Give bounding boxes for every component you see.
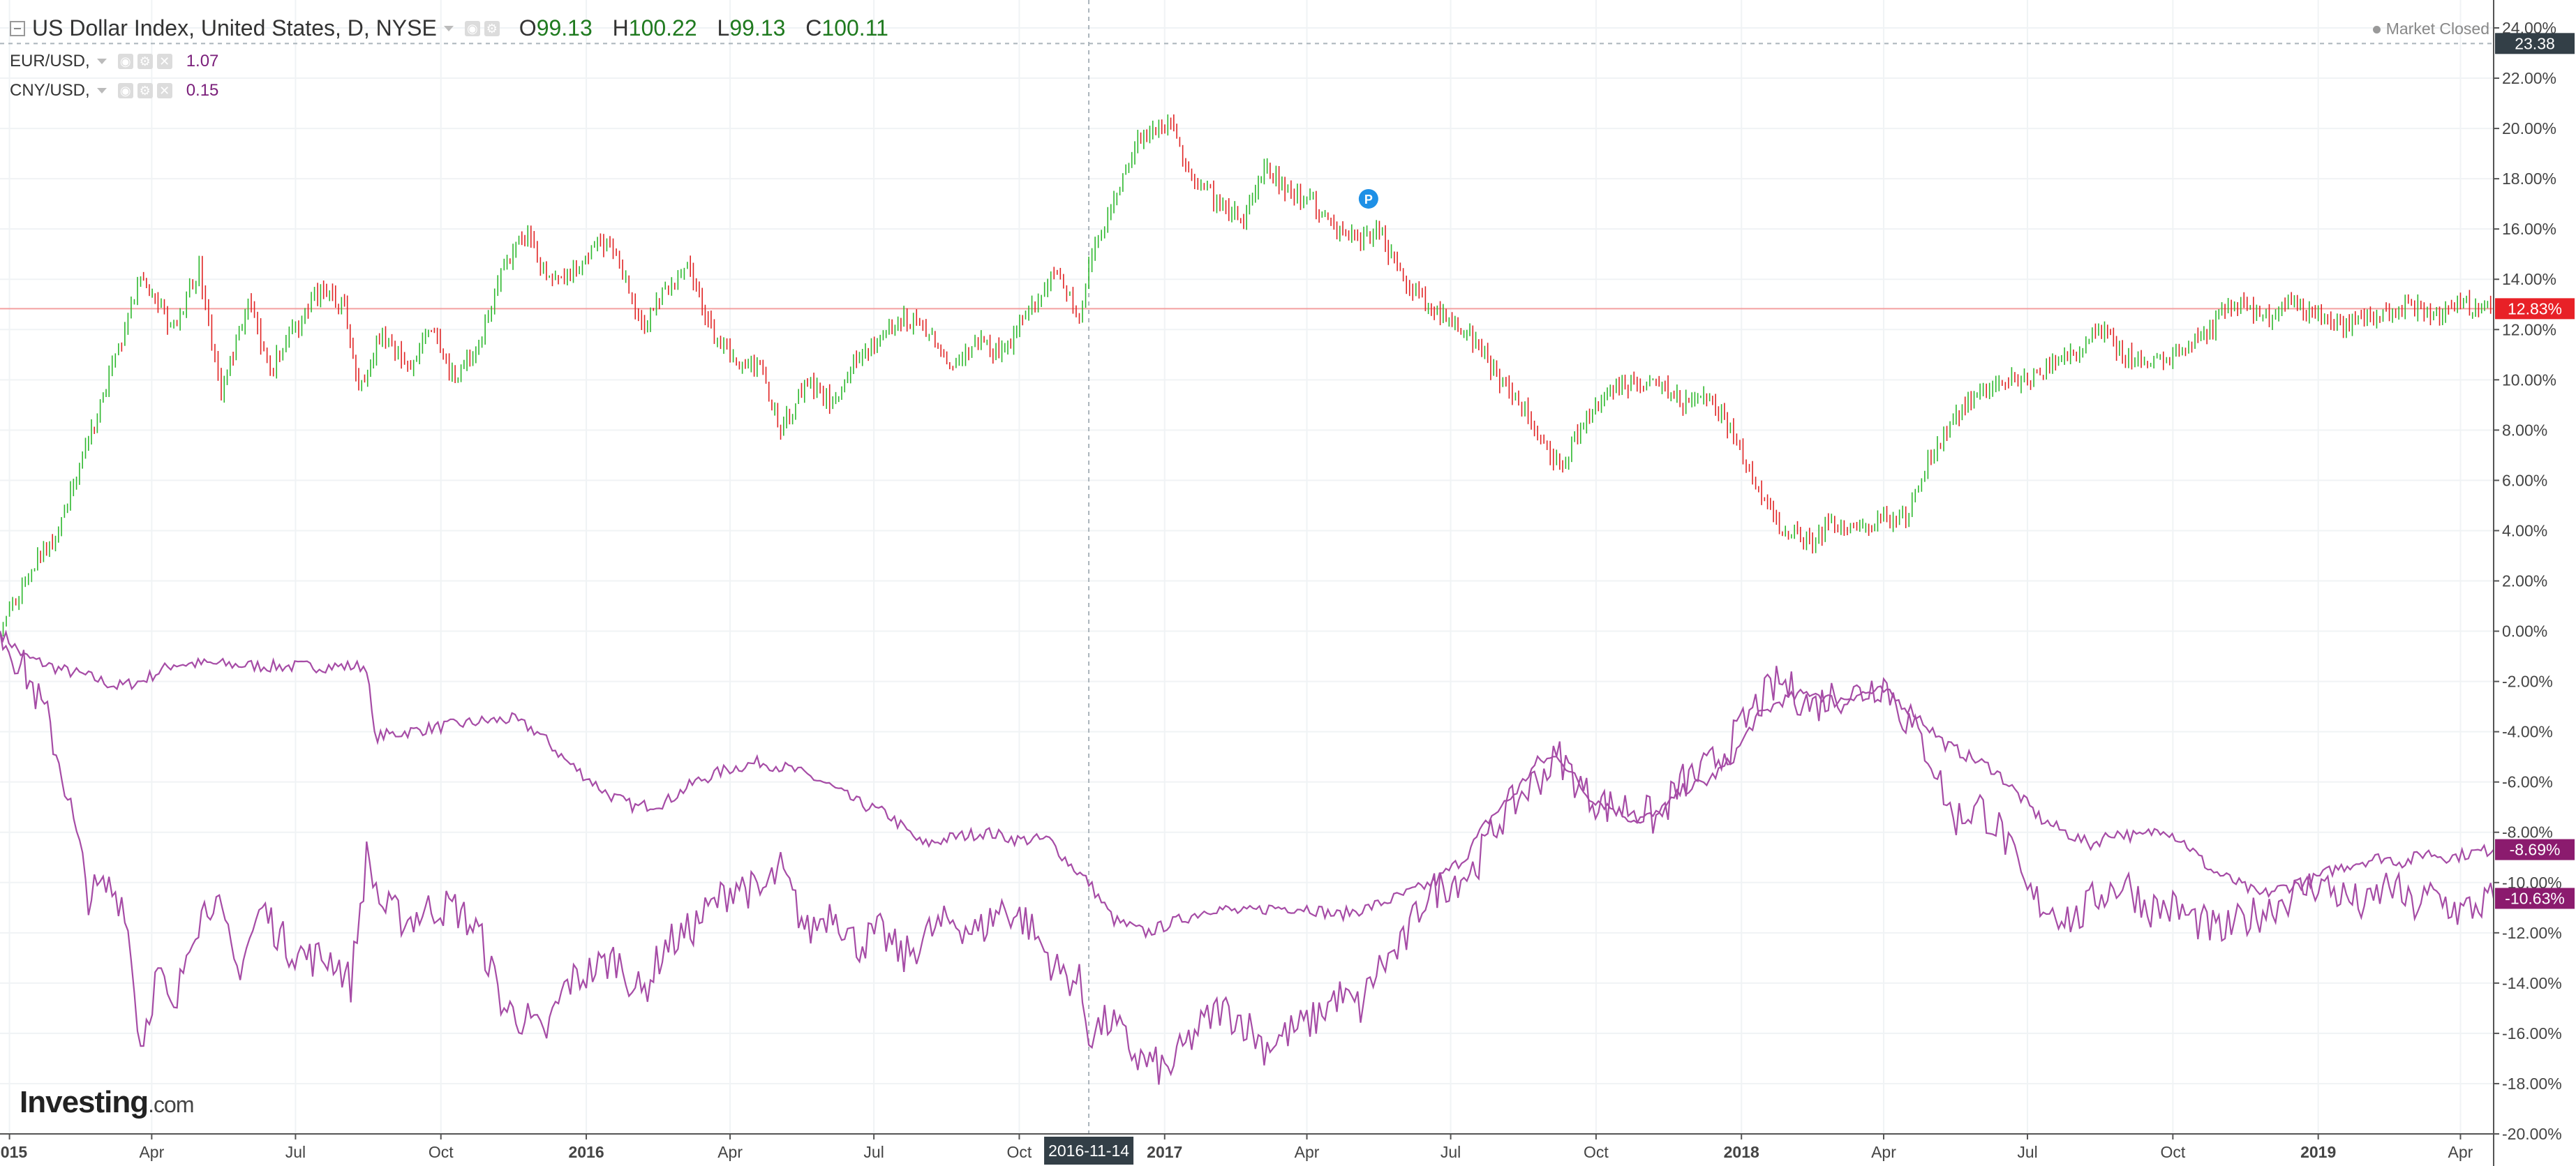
compare-symbol[interactable]: EUR/USD, bbox=[10, 52, 90, 70]
x-axis-ticks: 2015 Apr Jul Oct 2016 Apr Jul Oct 2017 Apr Jul Oct 2… bbox=[0, 1134, 2473, 1161]
x-tick-label: 2016 bbox=[568, 1143, 604, 1161]
x-tick-label: Oct bbox=[1007, 1143, 1032, 1161]
compare-legend-eurusd: EUR/USD, ◉ ⚙ ✕ 1.07 bbox=[10, 52, 218, 71]
y-tick-label: 12.00% bbox=[2502, 320, 2556, 338]
close-icon[interactable]: ✕ bbox=[156, 54, 172, 69]
market-status-label: Market Closed bbox=[2385, 20, 2489, 38]
y-tick-label: 6.00% bbox=[2502, 471, 2547, 489]
x-tick-label: Apr bbox=[2448, 1143, 2473, 1161]
x-tick-label: 2015 bbox=[0, 1143, 27, 1161]
x-tick-label: Jul bbox=[863, 1143, 884, 1161]
gear-icon[interactable]: ⚙ bbox=[137, 54, 153, 69]
status-dot-icon bbox=[2372, 26, 2381, 34]
y-tick-label: -14.00% bbox=[2502, 974, 2562, 992]
market-status: Market Closed bbox=[2372, 20, 2489, 38]
x-tick-label: Oct bbox=[2160, 1143, 2185, 1161]
y-tick-label: 0.00% bbox=[2502, 622, 2547, 641]
y-tick-label: -4.00% bbox=[2502, 723, 2553, 741]
compare-value: 1.07 bbox=[186, 52, 219, 70]
y-tick-label: 14.00% bbox=[2502, 270, 2556, 288]
y-tick-label: -18.00% bbox=[2502, 1075, 2562, 1093]
crosshair-price-badge: 23.38 bbox=[2515, 34, 2555, 52]
last-value-badge-eurusd-bg bbox=[2495, 839, 2575, 860]
collapse-legend-icon[interactable] bbox=[10, 20, 25, 36]
crosshair-date-badge: 2016-11-14 bbox=[1048, 1142, 1129, 1160]
x-tick-label: Apr bbox=[139, 1143, 164, 1161]
crosshair-price-badge-bg bbox=[2495, 33, 2575, 54]
y-tick-label: 20.00% bbox=[2502, 119, 2556, 137]
y-tick-label: 10.00% bbox=[2502, 371, 2556, 389]
event-marker-icon bbox=[1358, 188, 1378, 209]
last-value-badge-dxy: 12.83% bbox=[2508, 299, 2562, 317]
ohlc-values: O99.13 H100.22 L99.13 C100.11 bbox=[519, 15, 888, 40]
y-tick-label: -20.00% bbox=[2502, 1125, 2562, 1143]
logo-brand: Investing bbox=[20, 1085, 149, 1119]
grid-lines bbox=[0, 0, 2494, 1135]
x-tick-label: Jul bbox=[2017, 1143, 2037, 1161]
x-tick-label: Jul bbox=[1440, 1143, 1461, 1161]
chart-legend: US Dollar Index, United States, D, NYSE … bbox=[0, 0, 2576, 112]
last-value-badge-eurusd: -8.69% bbox=[2510, 841, 2561, 859]
gear-icon[interactable]: ⚙ bbox=[484, 20, 500, 36]
crosshair-date-badge-bg bbox=[1044, 1137, 1134, 1165]
x-tick-label: Apr bbox=[1295, 1143, 1320, 1161]
x-tick-label: Oct bbox=[1584, 1143, 1609, 1161]
x-tick-label: 2017 bbox=[1147, 1143, 1182, 1161]
close-icon[interactable]: ✕ bbox=[156, 83, 172, 98]
y-tick-label: -8.00% bbox=[2502, 823, 2553, 842]
y-tick-label: 4.00% bbox=[2502, 521, 2547, 539]
close-value: 100.11 bbox=[821, 15, 888, 40]
last-value-badge-cnyusd: -10.63% bbox=[2505, 889, 2565, 907]
eye-icon[interactable]: ◉ bbox=[464, 20, 480, 36]
y-tick-label: 22.00% bbox=[2502, 69, 2556, 87]
y-tick-label: 16.00% bbox=[2502, 220, 2556, 238]
y-tick-label: 2.00% bbox=[2502, 572, 2547, 590]
y-tick-label: -2.00% bbox=[2502, 673, 2553, 691]
x-tick-label: Oct bbox=[429, 1143, 454, 1161]
compare-series-lines bbox=[0, 629, 2495, 1085]
compare-value: 0.15 bbox=[186, 81, 219, 100]
gear-icon[interactable]: ⚙ bbox=[137, 83, 153, 98]
event-marker-label: P bbox=[1364, 193, 1373, 207]
investing-logo: Investing.com bbox=[20, 1085, 195, 1120]
chevron-down-icon[interactable] bbox=[96, 88, 107, 94]
y-tick-label: -16.00% bbox=[2502, 1024, 2562, 1042]
y-tick-label: -6.00% bbox=[2502, 773, 2553, 791]
series-line-eurusd bbox=[0, 629, 2494, 939]
compare-symbol[interactable]: CNY/USD, bbox=[10, 81, 90, 100]
high-value: 100.22 bbox=[628, 15, 697, 40]
logo-suffix: .com bbox=[148, 1092, 194, 1117]
chevron-down-icon[interactable] bbox=[443, 25, 454, 31]
chevron-down-icon[interactable] bbox=[96, 59, 107, 64]
low-value: 99.13 bbox=[729, 15, 786, 40]
y-tick-label: 8.00% bbox=[2502, 421, 2547, 439]
compare-legend-cnyusd: CNY/USD, ◉ ⚙ ✕ 0.15 bbox=[10, 81, 218, 100]
x-tick-label: Apr bbox=[1871, 1143, 1896, 1161]
y-tick-label: 18.00% bbox=[2502, 170, 2556, 188]
y-axis-ticks: 24.00%22.00%20.00%18.00%16.00%14.00%12.0… bbox=[2494, 19, 2562, 1143]
last-value-badge-dxy-bg bbox=[2495, 298, 2575, 320]
last-value-badge-cnyusd-bg bbox=[2495, 888, 2575, 909]
eye-icon[interactable]: ◉ bbox=[117, 83, 133, 98]
x-tick-label: Jul bbox=[285, 1143, 306, 1161]
y-tick-label: -12.00% bbox=[2502, 924, 2562, 942]
series-line-cnyusd bbox=[0, 631, 2495, 1085]
open-value: 99.13 bbox=[536, 15, 593, 40]
x-tick-label: 2018 bbox=[1724, 1143, 1759, 1161]
main-series-legend: US Dollar Index, United States, D, NYSE … bbox=[10, 15, 902, 41]
candlestick-series bbox=[2, 114, 2494, 637]
eye-icon[interactable]: ◉ bbox=[117, 54, 133, 69]
x-tick-label: 2019 bbox=[2300, 1143, 2336, 1161]
x-tick-label: Apr bbox=[717, 1143, 743, 1161]
main-series-title[interactable]: US Dollar Index, United States, D, NYSE bbox=[32, 15, 437, 40]
